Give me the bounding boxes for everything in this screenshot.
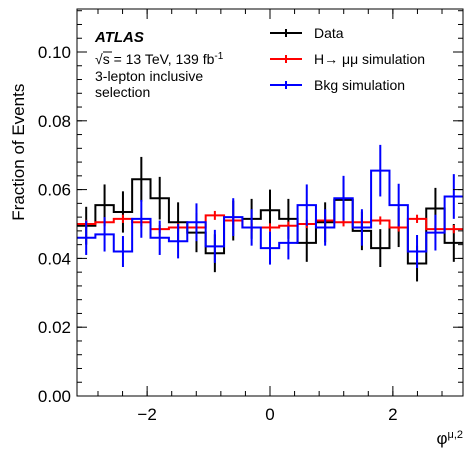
y-axis-label: Fraction of Events xyxy=(9,84,28,221)
y-tick-label: 0.06 xyxy=(38,181,71,200)
atlas-label: ATLAS xyxy=(94,29,144,46)
y-tick-label: 0.08 xyxy=(38,112,71,131)
energy-rest: = 13 TeV, 139 fb xyxy=(110,51,215,67)
x-tick-label: 0 xyxy=(265,405,274,424)
x-axis-label-sup: μ,2 xyxy=(447,429,463,441)
x-tick-label: −2 xyxy=(137,405,156,424)
series-2 xyxy=(77,144,463,269)
atlas-annotation: ATLAS √s = 13 TeV, 139 fb-1 3-lepton inc… xyxy=(94,29,224,100)
selection-label-line1: 3-lepton inclusive xyxy=(95,68,203,84)
y-tick-label: 0.10 xyxy=(38,43,71,62)
x-tick-label: 2 xyxy=(388,405,397,424)
legend: Data H→ μμ simulation Bkg simulation xyxy=(270,25,425,93)
legend-label: Bkg simulation xyxy=(314,77,405,93)
x-axis-label-base: φ xyxy=(436,429,447,448)
y-tick-label: 0.00 xyxy=(38,387,71,406)
sqrt-symbol: √ xyxy=(95,51,103,67)
selection-label-line2: selection xyxy=(95,84,150,100)
energy-label: √s = 13 TeV, 139 fb-1 xyxy=(95,51,224,68)
legend-label: H→ μμ simulation xyxy=(314,51,425,67)
x-axis-label: φμ,2 xyxy=(436,429,463,448)
legend-label: Data xyxy=(314,25,344,41)
energy-s: s xyxy=(103,51,110,67)
series-layer xyxy=(77,144,463,282)
legend-entry-2: Bkg simulation xyxy=(270,77,405,93)
legend-entry-0: Data xyxy=(270,25,344,41)
energy-sup: -1 xyxy=(214,51,223,62)
y-tick-label: 0.04 xyxy=(38,249,71,268)
legend-entry-1: H→ μμ simulation xyxy=(270,51,425,67)
y-tick-label: 0.02 xyxy=(38,318,71,337)
ticks-layer: 0.00 0.02 0.04 0.06 0.08 0.10 −2 0 2 xyxy=(38,9,463,424)
